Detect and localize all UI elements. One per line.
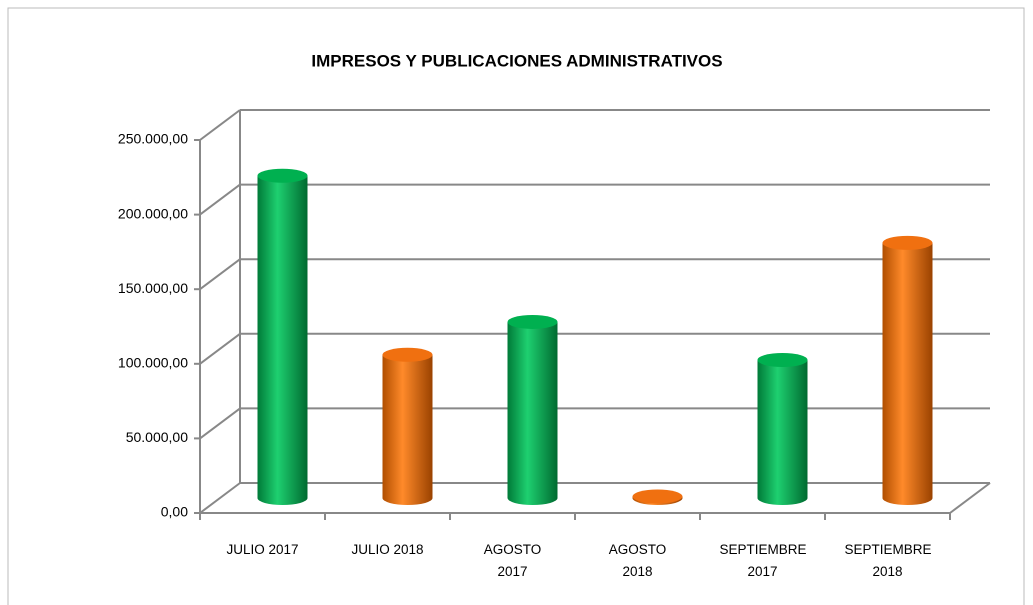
- x-tick-label: AGOSTO 2017: [483, 542, 542, 579]
- y-tick-label: 150.000,00: [118, 280, 188, 296]
- chart-border: [7, 7, 1025, 605]
- bar-top: [507, 314, 558, 329]
- x-tick-label: AGOSTO 2018: [608, 542, 667, 579]
- x-tick-label: JULIO 2017: [226, 542, 299, 557]
- y-tick-label: 50.000,00: [126, 429, 188, 445]
- bar: [882, 242, 933, 498]
- x-tick-label: JULIO 2018: [351, 542, 424, 557]
- grid-line: [199, 482, 241, 514]
- bar-top: [257, 168, 308, 183]
- grid-line: [199, 183, 241, 216]
- bar-top: [632, 489, 683, 504]
- grid-line: [199, 407, 241, 440]
- bar: [257, 175, 308, 498]
- y-tick-label: 200.000,00: [118, 205, 188, 221]
- bar-top: [382, 347, 433, 362]
- grid-line: [199, 109, 241, 141]
- floor-right: [949, 482, 991, 514]
- y-tick-label: 100.000,00: [118, 355, 188, 371]
- grid-line: [199, 332, 241, 365]
- bar-top: [757, 352, 808, 367]
- y-tick-label: 0,00: [161, 504, 188, 520]
- bar: [757, 359, 808, 498]
- y-tick-label: 250.000,00: [118, 131, 188, 147]
- bar: [507, 321, 558, 498]
- bar: [382, 354, 433, 498]
- chart-title: IMPRESOS Y PUBLICACIONES ADMINISTRATIVOS: [311, 51, 722, 70]
- x-tick-label: SEPTIEMBRE 2017: [719, 542, 807, 579]
- grid-line: [199, 258, 241, 291]
- bar-top: [882, 235, 933, 250]
- x-tick-label: SEPTIEMBRE 2018: [844, 542, 932, 579]
